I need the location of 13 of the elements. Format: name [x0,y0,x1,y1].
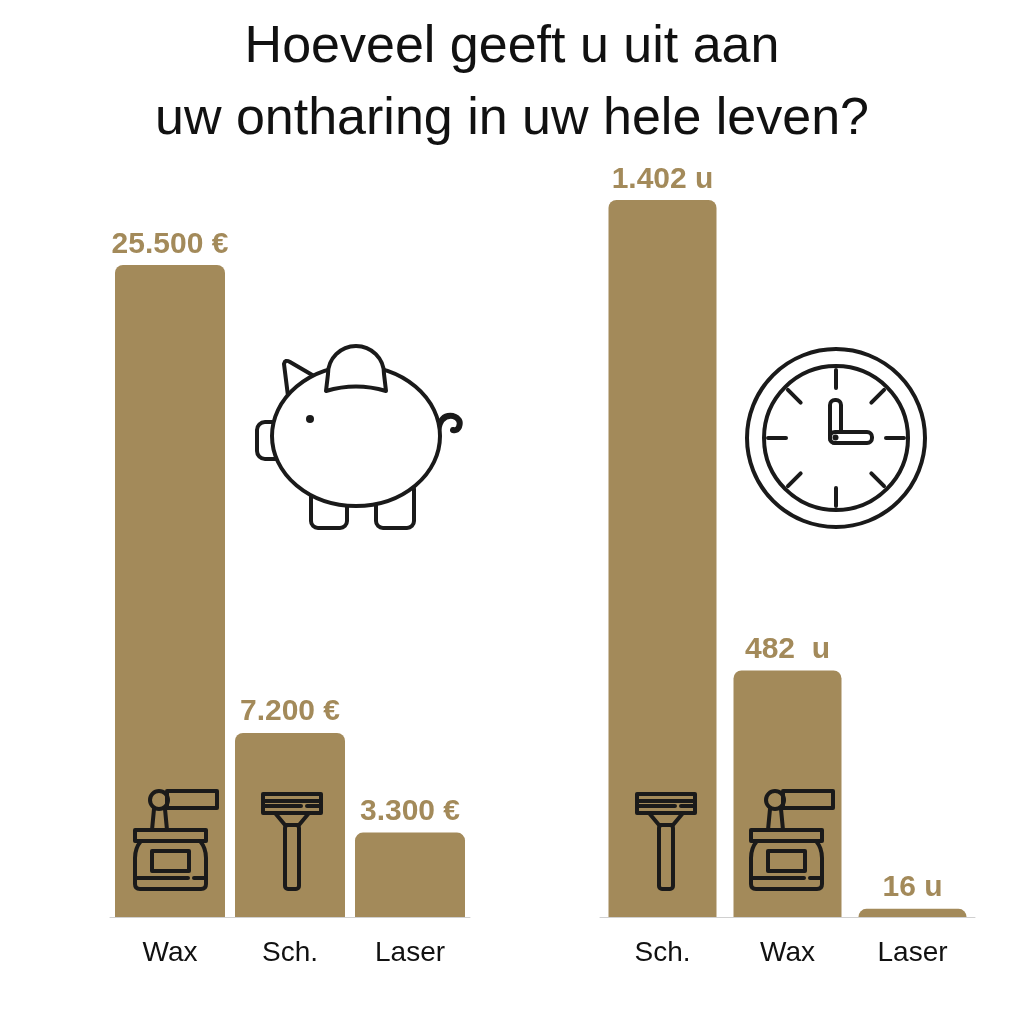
data-label: 16 u [882,869,943,903]
x-tick-label: Laser [877,935,948,967]
x-tick-label: Wax [142,935,198,967]
x-tick-label: Sch. [634,935,691,967]
data-label: 25.500 € [111,225,229,259]
chart-title: Hoeveel geeft u uit aan uw ontharing in uw hele leven? [153,14,870,147]
data-label: 7.200 € [239,693,341,727]
x-tick-label: Wax [760,935,815,967]
data-label: 1.402 u [611,160,714,194]
data-label: 3.300 € [359,793,461,827]
x-tick-label: Sch. [261,935,319,967]
data-label: 482 u [744,631,831,664]
x-tick-label: Laser [374,935,446,967]
